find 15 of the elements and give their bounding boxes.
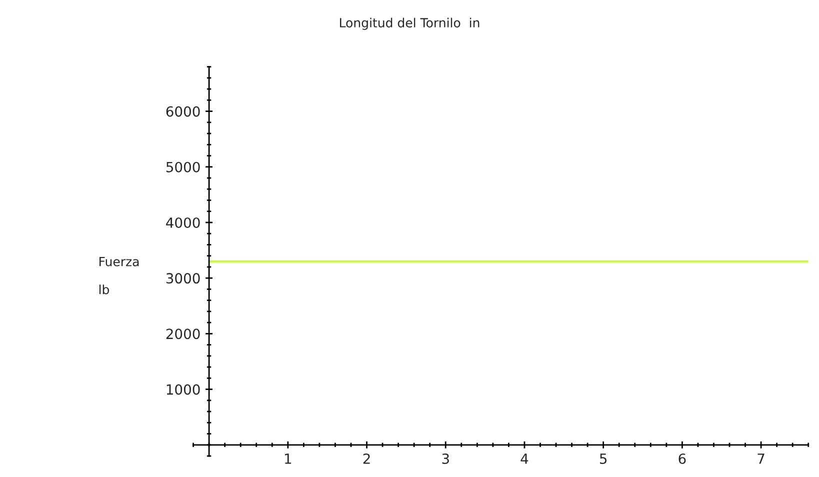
x-tick-label: 1 [285,454,292,464]
x-tick-label: 4 [520,454,528,464]
y-tick-label: 4000 [166,217,200,228]
x-tick-label: 5 [600,454,607,464]
y-tick-label: 6000 [166,106,200,117]
y-tick-label: 3000 [166,273,200,284]
x-tick-label: 7 [758,454,764,464]
x-tick-label: 3 [442,453,449,464]
chart-title: Longitud del Tornilo in [340,18,480,30]
y-tick-label: 2000 [166,328,200,340]
x-tick-label: 2 [363,453,370,464]
y-tick-label: 5000 [166,162,200,172]
x-tick-label: 6 [678,453,686,464]
y-tick-label: 1000 [166,384,200,395]
text: Fuerza lb [99,257,139,294]
